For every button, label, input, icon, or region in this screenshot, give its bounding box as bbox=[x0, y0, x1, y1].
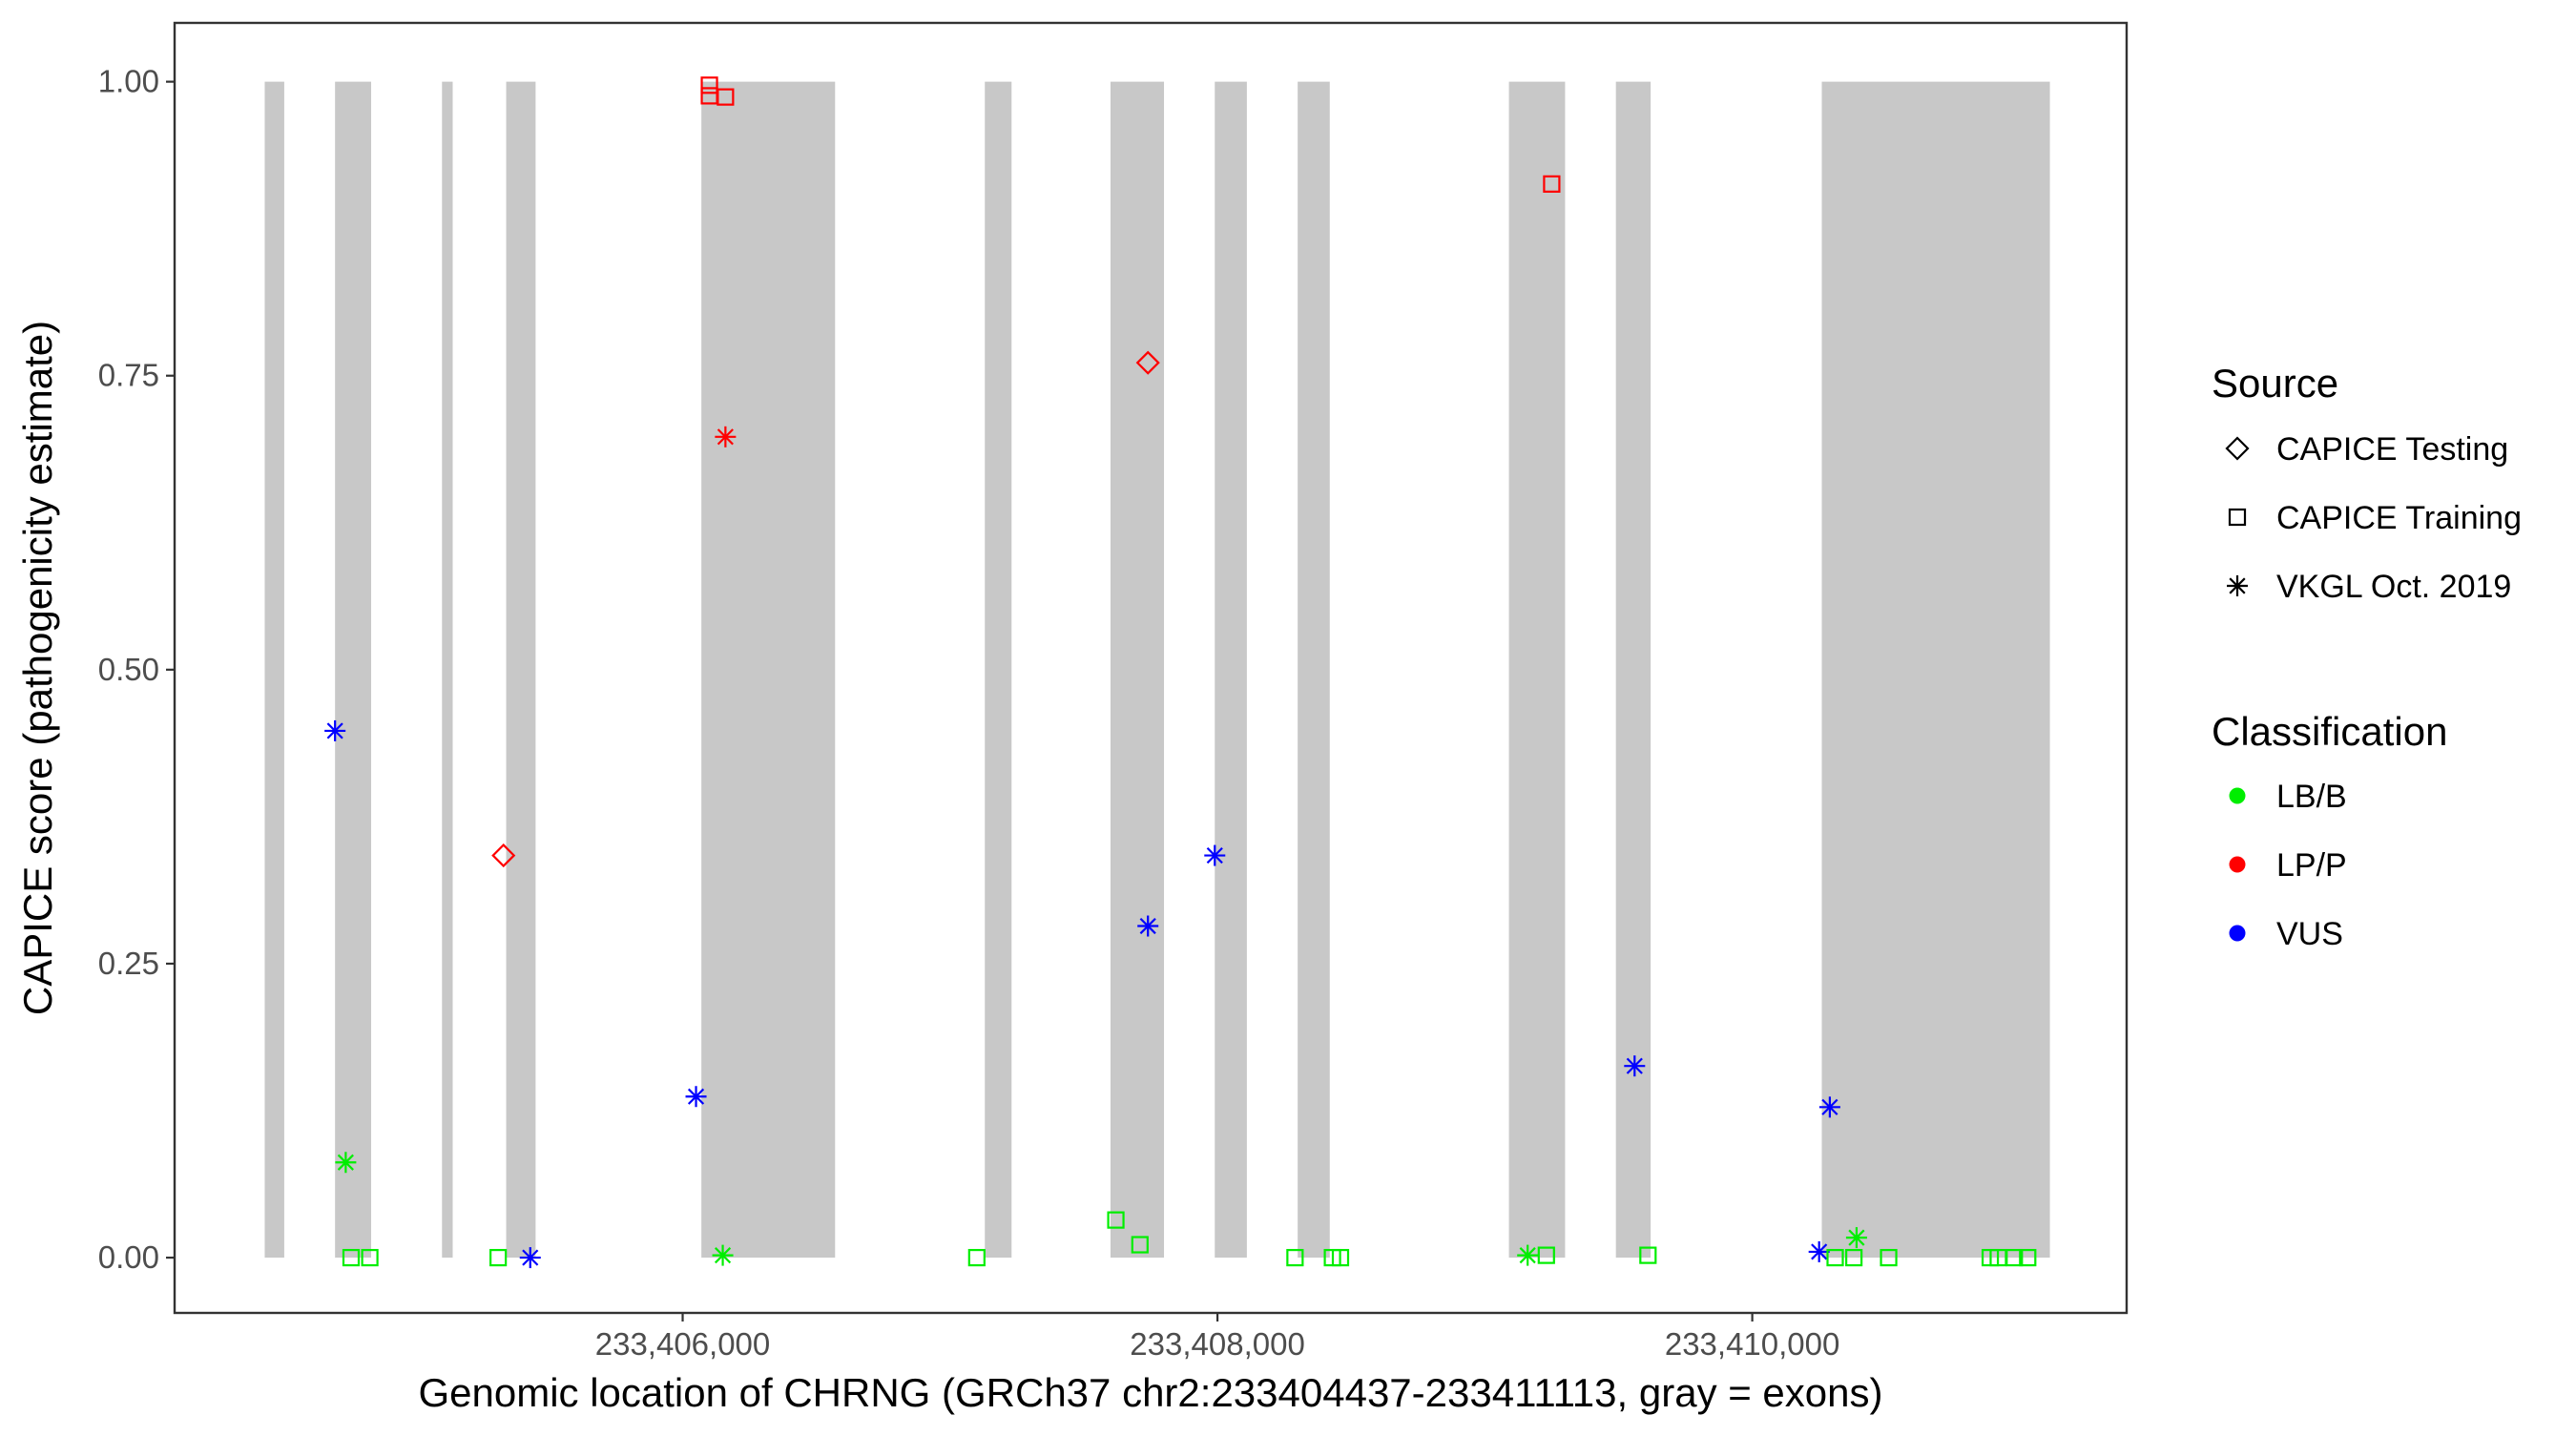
exon-band bbox=[985, 81, 1012, 1259]
x-axis: 233,406,000 233,408,000 233,410,000 bbox=[595, 1313, 1840, 1362]
legend: Source CAPICE Testing CAPICE Training VKGL… bbox=[2212, 361, 2522, 952]
data-point-square bbox=[700, 76, 718, 94]
data-point-square bbox=[1286, 1248, 1304, 1267]
y-tick-label: 1.00 bbox=[98, 64, 159, 99]
data-point-asterisk bbox=[1845, 1227, 1867, 1249]
data-point-diamond bbox=[1135, 350, 1160, 375]
exon-band bbox=[1508, 81, 1566, 1259]
data-point-square bbox=[1131, 1236, 1149, 1254]
y-axis-label: CAPICE score (pathogenicity estimate) bbox=[15, 321, 60, 1015]
exon-band bbox=[1110, 81, 1165, 1259]
x-tick-label: 233,410,000 bbox=[1665, 1326, 1840, 1362]
y-tick-label: 0.25 bbox=[98, 946, 159, 981]
data-point-asterisk bbox=[1517, 1244, 1539, 1266]
legend-classification-label: LP/P bbox=[2276, 847, 2347, 884]
legend-key-dot bbox=[2229, 925, 2246, 942]
data-point-square bbox=[2005, 1248, 2024, 1267]
y-tick-label: 0.50 bbox=[98, 652, 159, 687]
data-point-asterisk bbox=[1818, 1096, 1840, 1118]
x-tick-label: 233,406,000 bbox=[595, 1326, 771, 1362]
exon-band bbox=[335, 81, 372, 1259]
legend-source-label: VKGL Oct. 2019 bbox=[2276, 569, 2511, 605]
data-point-square bbox=[1331, 1248, 1350, 1267]
data-point-square bbox=[1826, 1248, 1844, 1267]
y-axis: 0.00 0.25 0.50 0.75 1.00 bbox=[98, 64, 175, 1275]
data-point-square bbox=[342, 1248, 361, 1267]
data-point-asterisk bbox=[1808, 1240, 1830, 1262]
exon-band bbox=[264, 81, 284, 1259]
exon-band bbox=[442, 81, 453, 1259]
exon-band bbox=[1615, 81, 1652, 1259]
data-point-square bbox=[1845, 1248, 1863, 1267]
data-point-asterisk bbox=[715, 426, 737, 447]
exon-bands bbox=[264, 81, 2050, 1259]
y-tick-label: 0.00 bbox=[98, 1239, 159, 1275]
data-point-asterisk bbox=[685, 1086, 707, 1108]
data-point-asterisk bbox=[1624, 1055, 1646, 1077]
data-point-asterisk bbox=[324, 719, 346, 741]
exon-band bbox=[701, 81, 836, 1259]
data-points bbox=[324, 76, 2037, 1269]
data-point-asterisk bbox=[335, 1152, 357, 1174]
exon-band bbox=[1821, 81, 2050, 1259]
legend-title-source: Source bbox=[2212, 361, 2338, 406]
data-point-square bbox=[1880, 1248, 1898, 1267]
data-point-diamond bbox=[491, 843, 516, 868]
data-point-square bbox=[361, 1248, 379, 1267]
legend-key-square bbox=[2228, 508, 2247, 527]
legend-key-dot bbox=[2229, 787, 2246, 804]
data-point-asterisk bbox=[519, 1247, 541, 1269]
legend-source-label: CAPICE Testing bbox=[2276, 431, 2508, 468]
data-point-square bbox=[489, 1248, 508, 1267]
data-point-asterisk bbox=[712, 1244, 734, 1266]
legend-source-entries: CAPICE Testing CAPICE Training VKGL Oct. 2… bbox=[2225, 431, 2522, 605]
legend-title-classification: Classification bbox=[2212, 709, 2447, 754]
plot-panel-border bbox=[173, 21, 2129, 1315]
y-tick-label: 0.75 bbox=[98, 358, 159, 393]
data-point-square bbox=[1107, 1211, 1125, 1229]
exon-band bbox=[1215, 81, 1247, 1259]
legend-classification-label: LB/B bbox=[2276, 779, 2347, 815]
data-point-square bbox=[1537, 1246, 1555, 1264]
data-point-square bbox=[1639, 1246, 1657, 1264]
x-axis-label: Genomic location of CHRNG (GRCh37 chr2:2… bbox=[418, 1370, 1882, 1415]
legend-key-asterisk bbox=[2227, 575, 2248, 596]
data-point-asterisk bbox=[1204, 844, 1226, 866]
data-point-square bbox=[717, 88, 735, 106]
data-point-square bbox=[2019, 1248, 2037, 1267]
data-point-square bbox=[1543, 175, 1561, 193]
legend-key-diamond bbox=[2225, 436, 2250, 461]
exon-band bbox=[1298, 81, 1330, 1259]
data-point-asterisk bbox=[1137, 915, 1159, 937]
legend-source-label: CAPICE Training bbox=[2276, 500, 2522, 536]
x-tick-label: 233,408,000 bbox=[1130, 1326, 1305, 1362]
data-point-square bbox=[967, 1248, 986, 1267]
legend-classification-label: VUS bbox=[2276, 916, 2343, 952]
exon-band bbox=[506, 81, 536, 1259]
legend-key-dot bbox=[2229, 856, 2246, 873]
legend-classification-entries: LB/B LP/P VUS bbox=[2229, 779, 2347, 952]
